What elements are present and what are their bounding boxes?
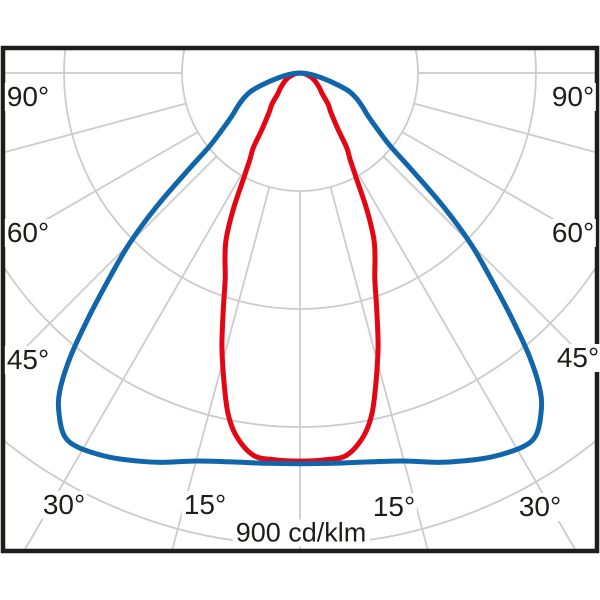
angle-label-right-60: 60° <box>549 217 597 248</box>
angle-label-right-90: 90° <box>549 81 597 112</box>
grid-radial--60 <box>5 131 199 245</box>
grid-radial-60 <box>401 131 595 245</box>
grid-ring-225 <box>181 50 419 192</box>
wide-beam-curve <box>55 70 545 467</box>
narrow-beam-curve <box>219 70 381 464</box>
grid-radial-15 <box>329 186 429 549</box>
diagram-frame <box>0 45 600 554</box>
angle-label-right-45: 45° <box>554 342 600 373</box>
intensity-scale-caption: 900 cd/klm <box>232 519 370 547</box>
grid-radial--75 <box>5 102 187 153</box>
angle-label-left-90: 90° <box>4 81 52 112</box>
angle-label-right-15: 15° <box>370 491 418 522</box>
angle-label-right-30: 30° <box>516 491 564 522</box>
grid-radial--15 <box>171 186 271 549</box>
angle-label-left-45: 45° <box>4 344 52 375</box>
angle-label-left-15: 15° <box>181 489 229 520</box>
grid-radial--30 <box>24 174 242 549</box>
angle-label-left-60: 60° <box>4 217 52 248</box>
grid-radial-30 <box>358 174 576 549</box>
grid-radial-75 <box>413 102 595 153</box>
angle-label-left-30: 30° <box>40 489 88 520</box>
